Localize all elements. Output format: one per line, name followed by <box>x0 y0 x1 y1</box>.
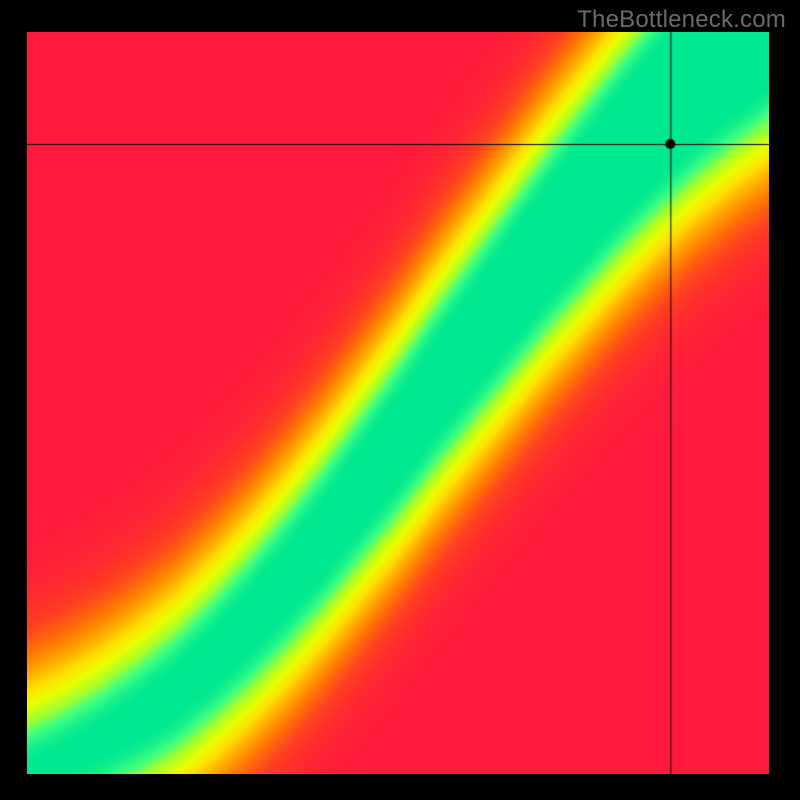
heatmap-plot <box>27 32 769 774</box>
heatmap-canvas <box>27 32 769 774</box>
chart-container: TheBottleneck.com <box>0 0 800 800</box>
watermark-text: TheBottleneck.com <box>577 6 786 34</box>
